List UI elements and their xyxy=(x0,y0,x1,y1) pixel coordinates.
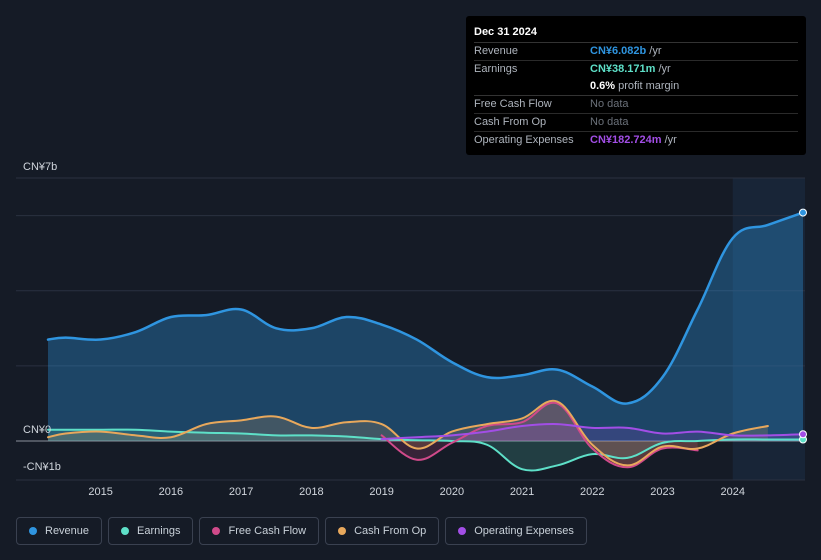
series-line-earnings xyxy=(47,428,804,472)
series-end-marker-revenue xyxy=(799,208,807,217)
x-axis-ticks: 2015 2016 2017 2018 2019 2020 2021 2022 2023 2024 xyxy=(88,486,745,498)
tooltip-revenue-value: CN¥6.082b xyxy=(590,45,647,57)
series-area-earnings xyxy=(48,429,803,471)
series-lines xyxy=(46,211,805,472)
tooltip-revenue-unit: /yr xyxy=(649,45,662,57)
chart-legend: Revenue Earnings Free Cash Flow Cash Fro… xyxy=(16,517,587,545)
tooltip-fcf-value: No data xyxy=(590,98,629,110)
x-tick-label-2015: 2015 xyxy=(88,486,112,498)
y-axis-top-label: CN¥7b xyxy=(23,161,57,173)
tooltip-row-fcf: Free Cash Flow No data xyxy=(474,96,798,114)
x-tick-label-2020: 2020 xyxy=(440,486,464,498)
tooltip-opex-unit: /yr xyxy=(664,134,677,146)
x-tick-label-2019: 2019 xyxy=(369,486,393,498)
legend-label-revenue: Revenue xyxy=(45,525,90,537)
legend-dot-icon xyxy=(121,527,130,535)
legend-dot-icon xyxy=(29,527,37,535)
x-tick-label-2021: 2021 xyxy=(510,486,534,498)
x-tick-label-2023: 2023 xyxy=(650,486,674,498)
x-tick-label-2018: 2018 xyxy=(299,486,323,498)
tooltip-row-margin: 0.6% profit margin xyxy=(474,78,798,96)
tooltip-date: Dec 31 2024 xyxy=(474,24,798,43)
tooltip-row-earnings: Earnings CN¥38.171m /yr xyxy=(474,61,798,78)
tooltip-fcf-label: Free Cash Flow xyxy=(474,98,552,110)
x-tick-label-2024: 2024 xyxy=(721,486,745,498)
tooltip-earnings-label: Earnings xyxy=(474,63,518,75)
tooltip-revenue-label: Revenue xyxy=(474,45,519,57)
legend-item-free-cash-flow[interactable]: Free Cash Flow xyxy=(199,517,320,545)
legend-item-earnings[interactable]: Earnings xyxy=(108,517,194,545)
legend-dot-icon xyxy=(458,527,467,535)
chart-svg: 2015 2016 2017 2018 2019 2020 2021 2022 2023 2024… xyxy=(16,161,807,498)
x-tick-label-2017: 2017 xyxy=(229,486,253,498)
tooltip-margin-value: 0.6% xyxy=(590,80,616,92)
legend-item-operating-expenses[interactable]: Operating Expenses xyxy=(445,517,587,545)
legend-label-operating-expenses: Operating Expenses xyxy=(474,525,574,537)
tooltip-earnings-unit: /yr xyxy=(658,63,671,75)
series-area-operating-expenses xyxy=(381,424,803,441)
tooltip-row-cfo: Cash From Op No data xyxy=(474,114,798,132)
tooltip-cfo-label: Cash From Op xyxy=(474,116,547,128)
legend-dot-icon xyxy=(338,527,347,535)
data-tooltip: Dec 31 2024 Revenue CN¥6.082b /yr Earnin… xyxy=(466,16,806,155)
legend-item-revenue[interactable]: Revenue xyxy=(16,517,103,545)
tooltip-opex-label: Operating Expenses xyxy=(474,134,574,146)
end-markers xyxy=(799,208,807,444)
legend-label-earnings: Earnings xyxy=(137,525,181,537)
series-area-revenue xyxy=(48,212,803,441)
tooltip-margin-text: profit margin xyxy=(618,80,680,92)
series-end-marker-operating-expenses xyxy=(799,430,807,439)
legend-label-free-cash-flow: Free Cash Flow xyxy=(228,525,307,537)
tooltip-margin-spacer xyxy=(474,78,590,95)
tooltip-cfo-value: No data xyxy=(590,116,629,128)
legend-label-cash-from-op: Cash From Op xyxy=(354,525,427,537)
tooltip-opex-value: CN¥182.724m xyxy=(590,134,662,146)
tooltip-row-revenue: Revenue CN¥6.082b /yr xyxy=(474,43,798,61)
legend-item-cash-from-op[interactable]: Cash From Op xyxy=(325,517,440,545)
x-tick-label-2016: 2016 xyxy=(159,486,183,498)
tooltip-row-opex: Operating Expenses CN¥182.724m /yr xyxy=(474,132,798,149)
y-axis-zero-label: CN¥0 xyxy=(23,424,51,436)
series-line-free-cash-flow xyxy=(380,401,699,469)
series-line-operating-expenses xyxy=(380,423,804,441)
x-tick-label-2022: 2022 xyxy=(580,486,604,498)
series-line-revenue xyxy=(46,211,805,405)
legend-dot-icon xyxy=(212,527,221,535)
series-area-free-cash-flow xyxy=(381,402,698,468)
y-axis-bottom-label: -CN¥1b xyxy=(23,461,61,473)
tooltip-earnings-value: CN¥38.171m xyxy=(590,63,656,75)
